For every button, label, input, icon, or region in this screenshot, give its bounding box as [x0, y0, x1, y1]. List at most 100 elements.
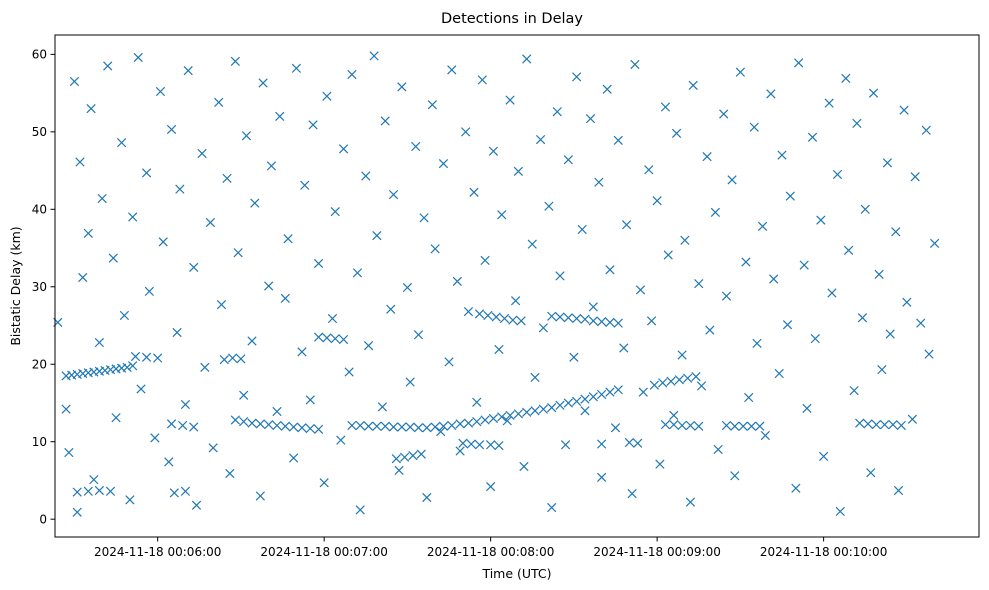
data-point	[178, 420, 188, 431]
data-point	[61, 404, 71, 414]
data-point	[849, 385, 859, 396]
data-point	[832, 169, 843, 180]
data-point	[896, 420, 906, 431]
data-point	[422, 423, 432, 433]
data-point	[472, 416, 482, 427]
data-point	[402, 282, 413, 293]
data-point	[291, 63, 302, 73]
data-point	[322, 91, 332, 101]
data-point	[416, 449, 426, 459]
data-point	[463, 418, 474, 428]
data-point	[766, 89, 776, 99]
data-point	[180, 399, 191, 410]
data-point	[438, 158, 449, 169]
data-point	[572, 396, 582, 407]
data-point	[466, 439, 476, 449]
data-point	[527, 239, 537, 249]
data-point	[555, 400, 565, 410]
data-point	[713, 444, 723, 455]
data-point	[377, 402, 388, 412]
data-point	[452, 276, 462, 286]
data-point	[855, 418, 865, 428]
data-point	[516, 316, 526, 326]
data-point	[122, 362, 132, 372]
data-point	[336, 435, 346, 445]
data-point	[674, 375, 684, 385]
data-point	[924, 349, 934, 359]
data-point	[155, 86, 166, 97]
data-point	[305, 423, 315, 434]
data-point	[535, 134, 546, 145]
data-point	[816, 215, 826, 225]
data-point	[921, 125, 931, 135]
data-point	[513, 409, 524, 419]
data-point	[605, 387, 615, 397]
data-point	[83, 486, 93, 496]
data-point	[72, 507, 82, 517]
data-point	[427, 100, 437, 110]
data-point	[133, 52, 143, 63]
data-point	[488, 413, 499, 424]
data-point	[577, 224, 587, 235]
data-point	[455, 419, 465, 429]
data-point	[388, 189, 399, 200]
data-point	[189, 262, 199, 273]
data-point	[730, 421, 740, 431]
data-point	[103, 61, 113, 71]
data-point	[877, 365, 887, 375]
data-point	[671, 128, 682, 139]
data-point	[247, 418, 257, 428]
data-point	[214, 97, 224, 108]
data-point	[730, 471, 740, 481]
data-point	[785, 191, 795, 201]
data-point	[505, 95, 515, 105]
data-point	[757, 221, 768, 231]
data-point	[588, 316, 598, 326]
data-point	[474, 440, 485, 450]
data-point	[547, 311, 557, 321]
data-point	[799, 260, 809, 270]
data-points	[53, 51, 940, 517]
data-point	[605, 317, 615, 328]
data-point	[169, 488, 179, 498]
data-point	[372, 231, 382, 241]
data-point	[782, 320, 793, 330]
data-point	[613, 318, 623, 328]
data-point	[791, 483, 801, 493]
y-tick-label: 60	[32, 48, 47, 62]
data-point	[255, 491, 265, 501]
y-tick-label: 50	[32, 125, 47, 139]
data-point	[183, 66, 193, 76]
data-point	[205, 217, 216, 228]
data-point	[885, 329, 895, 339]
data-point	[827, 288, 837, 298]
data-point	[480, 415, 490, 425]
data-point	[530, 406, 540, 416]
data-point	[289, 453, 299, 463]
data-point	[777, 150, 787, 160]
data-point	[97, 193, 107, 204]
data-point	[158, 237, 168, 247]
data-point	[166, 124, 177, 135]
data-point	[580, 394, 590, 404]
data-point	[522, 407, 532, 417]
data-point	[563, 398, 573, 408]
data-point	[916, 318, 926, 328]
x-tick-label: 2024-11-18 00:07:00	[260, 545, 387, 559]
data-point	[610, 423, 621, 433]
data-point	[727, 175, 737, 185]
data-point	[397, 422, 407, 432]
data-point	[275, 111, 285, 121]
data-point	[272, 420, 282, 431]
data-point	[477, 75, 487, 85]
data-point	[355, 420, 365, 431]
data-point	[330, 207, 340, 217]
data-point	[619, 343, 629, 353]
data-point	[705, 325, 715, 335]
data-point	[627, 488, 637, 499]
data-point	[258, 78, 268, 88]
y-axis: 0 10 20 30 40 50 60	[32, 48, 55, 526]
data-point	[585, 114, 596, 124]
data-point	[266, 161, 277, 171]
data-point	[144, 286, 154, 297]
